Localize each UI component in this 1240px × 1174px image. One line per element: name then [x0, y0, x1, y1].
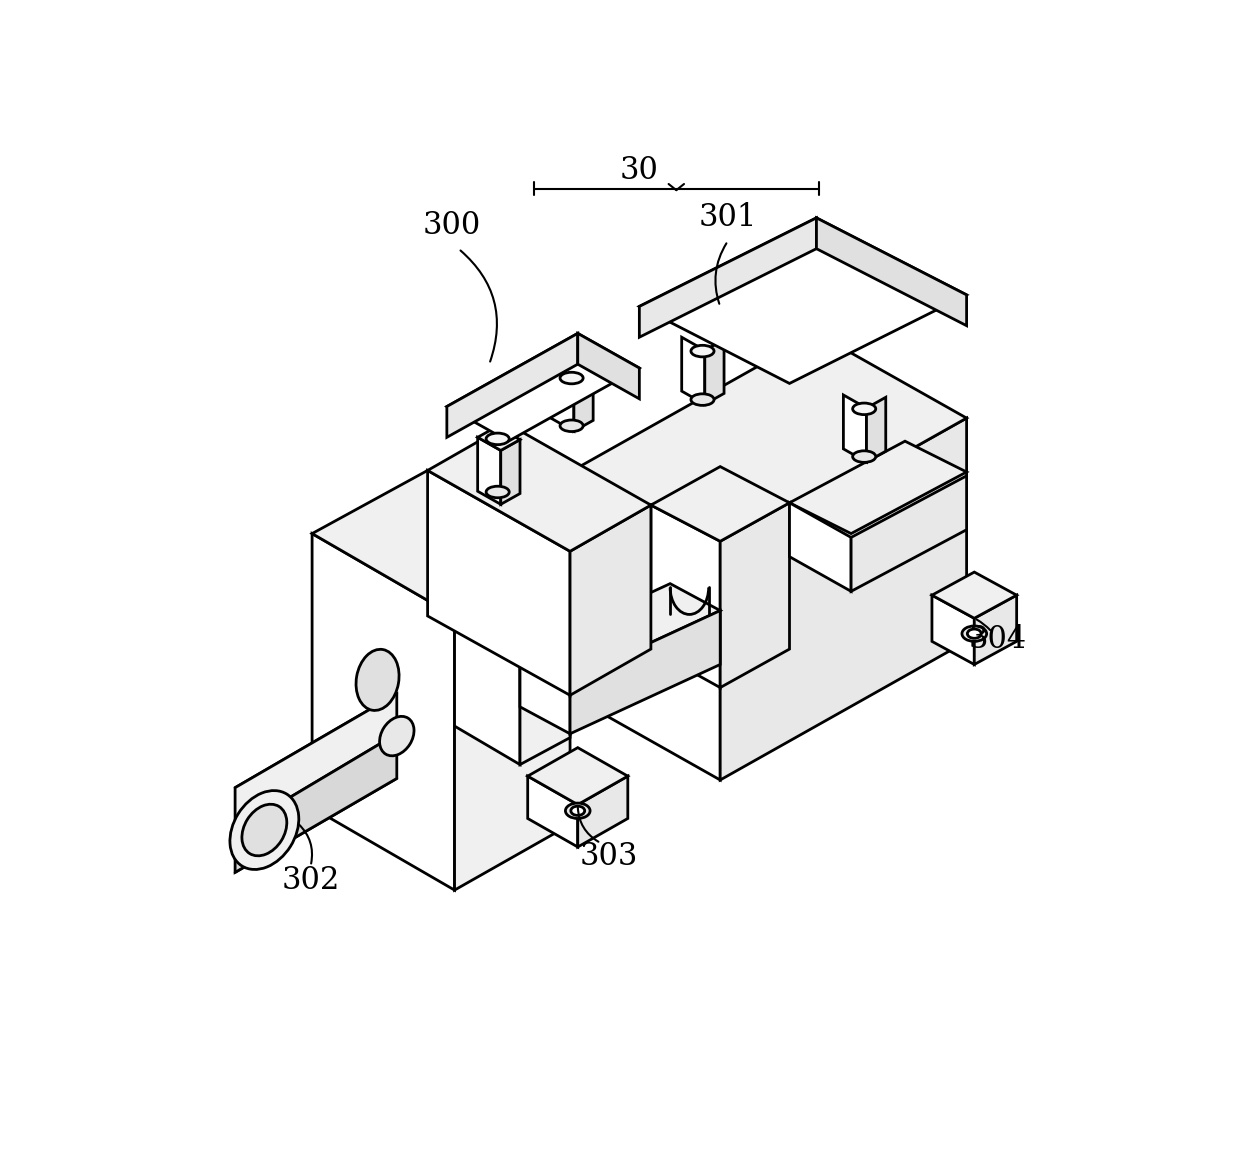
Ellipse shape	[486, 486, 510, 498]
Ellipse shape	[691, 393, 714, 405]
Ellipse shape	[565, 803, 590, 818]
Polygon shape	[574, 366, 593, 431]
Polygon shape	[651, 466, 790, 541]
Ellipse shape	[853, 451, 875, 463]
Ellipse shape	[570, 807, 585, 816]
Polygon shape	[790, 441, 967, 533]
Polygon shape	[312, 533, 455, 890]
Polygon shape	[816, 218, 967, 325]
Ellipse shape	[486, 433, 510, 445]
Polygon shape	[640, 218, 816, 337]
Polygon shape	[528, 748, 627, 804]
Polygon shape	[236, 734, 397, 872]
Ellipse shape	[242, 804, 286, 856]
Ellipse shape	[560, 372, 583, 384]
Ellipse shape	[560, 420, 583, 432]
Ellipse shape	[962, 626, 987, 641]
Polygon shape	[428, 471, 570, 695]
Ellipse shape	[379, 716, 414, 756]
Polygon shape	[446, 333, 640, 441]
Polygon shape	[843, 394, 867, 463]
Polygon shape	[867, 397, 885, 463]
Polygon shape	[975, 595, 1017, 664]
Polygon shape	[570, 472, 720, 780]
Polygon shape	[428, 424, 651, 552]
Polygon shape	[932, 595, 975, 664]
Polygon shape	[455, 661, 570, 890]
Polygon shape	[720, 418, 967, 780]
Polygon shape	[551, 364, 574, 431]
Ellipse shape	[967, 629, 981, 639]
Ellipse shape	[229, 790, 299, 870]
Polygon shape	[704, 339, 724, 404]
Polygon shape	[682, 337, 704, 404]
Ellipse shape	[691, 345, 714, 357]
Polygon shape	[520, 626, 570, 764]
Polygon shape	[570, 333, 967, 556]
Text: 302: 302	[281, 864, 340, 896]
Polygon shape	[932, 572, 1017, 619]
Text: 30: 30	[620, 155, 658, 185]
Polygon shape	[640, 218, 967, 384]
Polygon shape	[520, 653, 570, 734]
Text: 303: 303	[579, 842, 637, 872]
Polygon shape	[501, 439, 520, 505]
Polygon shape	[455, 616, 520, 764]
Text: 300: 300	[423, 210, 481, 241]
Polygon shape	[720, 502, 790, 688]
Polygon shape	[578, 776, 627, 846]
Text: 304: 304	[968, 625, 1027, 655]
Polygon shape	[790, 502, 851, 592]
Text: 301: 301	[698, 202, 758, 234]
Polygon shape	[578, 333, 640, 399]
Polygon shape	[312, 471, 570, 616]
Polygon shape	[446, 333, 578, 438]
Polygon shape	[236, 694, 397, 830]
Polygon shape	[477, 438, 501, 505]
Polygon shape	[570, 610, 720, 734]
Ellipse shape	[853, 403, 875, 414]
Polygon shape	[528, 776, 578, 846]
Polygon shape	[520, 583, 720, 680]
Polygon shape	[651, 505, 720, 688]
Polygon shape	[570, 505, 651, 695]
Polygon shape	[851, 475, 967, 592]
Ellipse shape	[356, 649, 399, 710]
Polygon shape	[477, 426, 520, 451]
